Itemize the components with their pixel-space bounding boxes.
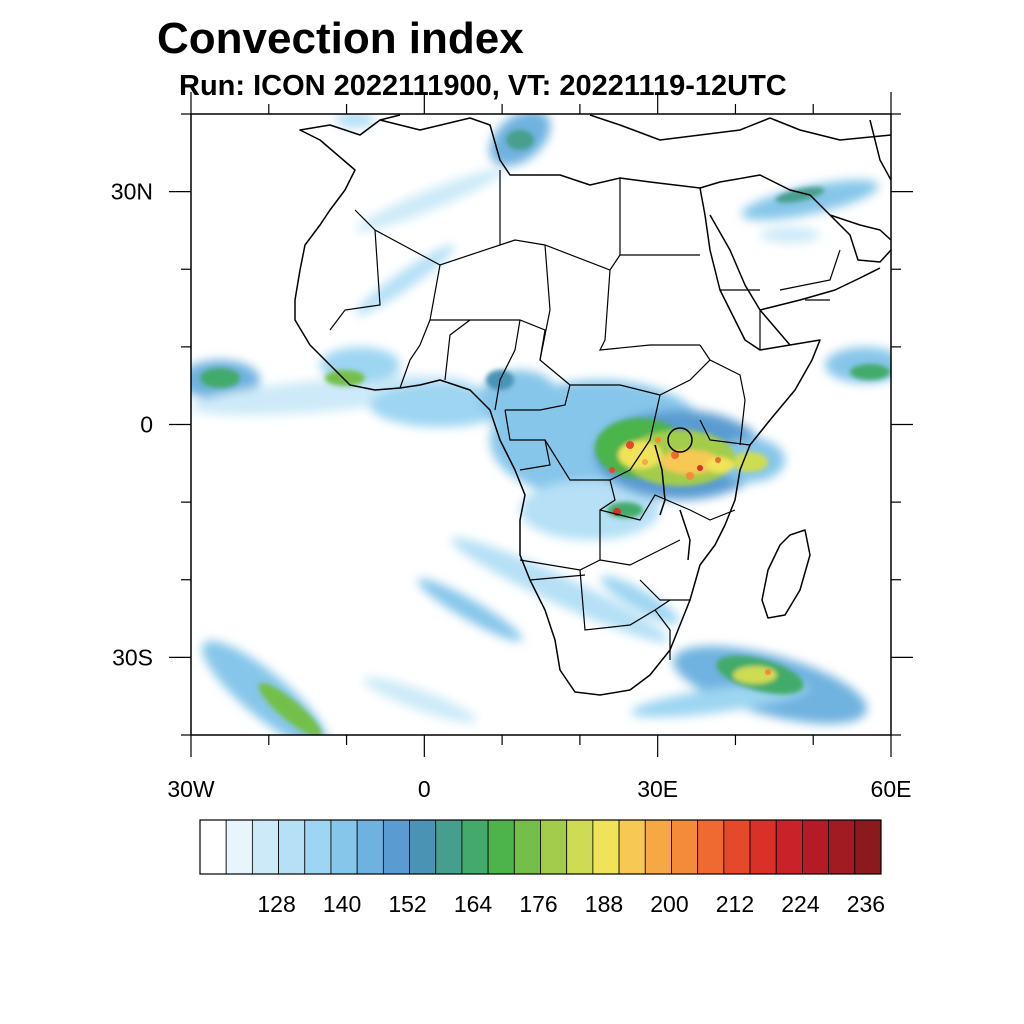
colorbar-swatch	[382, 819, 410, 875]
colorbar-label: 164	[454, 891, 493, 917]
lon-tick-label: 0	[418, 776, 431, 802]
colorbar-swatch	[461, 819, 489, 875]
lon-tick-label: 60E	[871, 776, 912, 802]
map-subtitle: Run: ICON 2022111900, VT: 20221119-12UTC	[179, 70, 787, 102]
convection-field	[191, 114, 891, 735]
colorbar-swatch	[775, 819, 803, 875]
axis-tick-labels: 30W 0 30E 60E 30N 0 30S	[111, 179, 912, 802]
colorbar-swatch	[304, 819, 332, 875]
field-arabia-2	[760, 227, 820, 243]
colorbar-label: 176	[519, 891, 557, 917]
colorbar-swatch	[592, 819, 620, 875]
colorbar-labels: 128 140 152 164 176 188 200 212 224 236	[257, 891, 885, 917]
lake-victoria	[667, 427, 693, 453]
field-namibia-band	[451, 537, 669, 643]
colorbar-swatch	[330, 819, 358, 875]
colorbar-label: 128	[257, 891, 295, 917]
arabia-south	[759, 267, 881, 311]
colorbar-swatch	[435, 819, 463, 875]
colorbar-label: 224	[781, 891, 820, 917]
colorbar-label: 188	[585, 891, 623, 917]
colorbar-swatch	[356, 819, 384, 875]
field-band-mediterranean-2	[335, 114, 375, 128]
madagascar	[761, 529, 811, 619]
lon-tick-label: 30E	[637, 776, 678, 802]
lake-malawi	[679, 509, 691, 561]
colorbar-label: 152	[388, 891, 426, 917]
gulf-coast	[829, 214, 891, 263]
colorbar-label: 200	[650, 891, 688, 917]
lat-tick-label: 0	[140, 412, 153, 438]
country-borders	[329, 170, 841, 660]
colorbar-swatch	[251, 819, 279, 875]
lake-tanganyika	[654, 444, 666, 516]
red-sea-east	[709, 214, 791, 346]
field-streak-sahara	[355, 168, 505, 232]
map-title: Convection index	[157, 14, 524, 63]
colorbar-swatch	[723, 819, 751, 875]
colorbar-swatch	[566, 819, 594, 875]
field-arabia	[741, 180, 879, 220]
colorbar-swatch	[225, 819, 253, 875]
field-south-band-2	[600, 575, 680, 625]
colorbar-swatch	[487, 819, 515, 875]
coastlines	[294, 114, 891, 696]
colorbar-swatch	[278, 819, 306, 875]
lon-tick-label: 30W	[167, 776, 215, 802]
colorbar-swatch	[749, 819, 777, 875]
field-sw-atlantic-2	[363, 677, 477, 723]
colorbar-swatch	[409, 819, 437, 875]
colorbar-swatch	[697, 819, 725, 875]
arabia-coast	[699, 174, 891, 241]
colorbar-swatch	[854, 819, 882, 875]
africa-coastline	[294, 117, 821, 696]
lat-tick-label: 30S	[112, 644, 153, 670]
colorbar-swatch	[513, 819, 541, 875]
colorbar-frame	[199, 819, 882, 875]
field-south-atlantic-band	[417, 578, 523, 642]
turkey-coast	[769, 117, 891, 141]
colorbar-swatch	[828, 819, 856, 875]
colorbar-swatch	[618, 819, 646, 875]
axis-ticks	[169, 92, 913, 757]
colorbar	[199, 819, 882, 875]
colorbar-swatch	[644, 819, 672, 875]
colorbar-label: 212	[716, 891, 754, 917]
colorbar-label: 140	[323, 891, 361, 917]
colorbar-label: 236	[847, 891, 885, 917]
field-southern-congo	[520, 480, 660, 540]
colorbar-swatch	[540, 819, 568, 875]
field-streak-sahara-2	[355, 244, 455, 316]
colorbar-swatch	[802, 819, 830, 875]
lat-tick-label: 30N	[111, 179, 153, 205]
field-atlantic-band	[191, 374, 470, 416]
caspian-coast	[869, 119, 891, 181]
colorbar-swatch	[199, 819, 227, 875]
colorbar-swatch	[671, 819, 699, 875]
mediterranean-north	[379, 114, 771, 141]
